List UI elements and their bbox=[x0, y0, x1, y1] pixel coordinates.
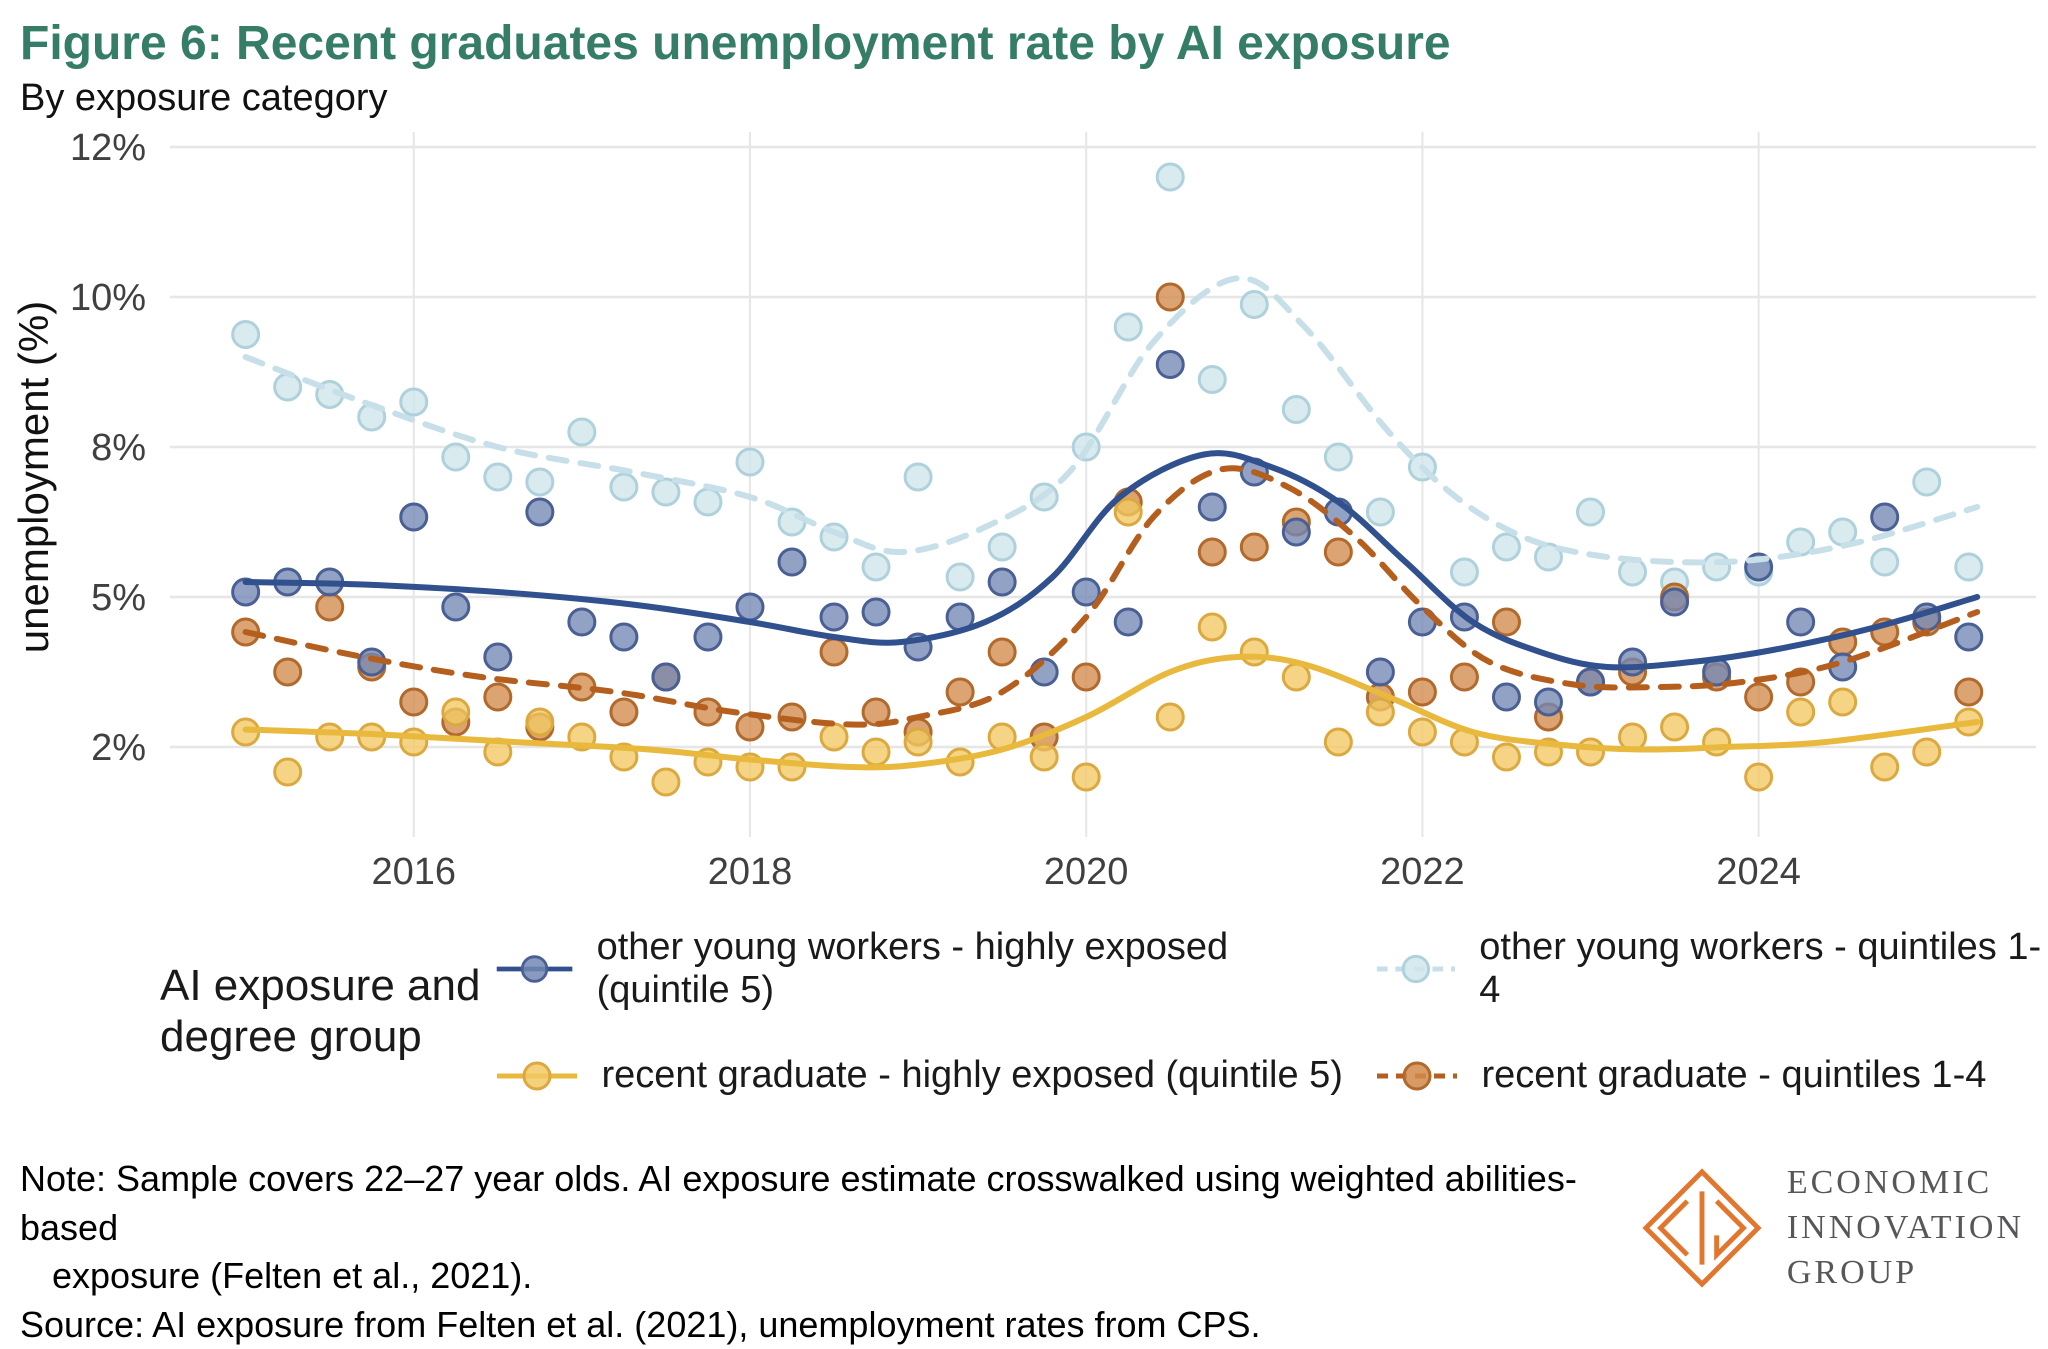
legend-item-recent-grad-q5: recent graduate - highly exposed (quinti… bbox=[492, 1054, 1372, 1097]
legend-key-icon-recent-grad-q1-4 bbox=[1372, 1056, 1462, 1096]
legend-item-other-workers-q1-4: other young workers - quintiles 1-4 bbox=[1372, 926, 2048, 1012]
note-line-1: Note: Sample covers 22–27 year olds. AI … bbox=[20, 1155, 1600, 1252]
legend-item-label: recent graduate - quintiles 1-4 bbox=[1482, 1054, 1987, 1097]
svg-text:2016: 2016 bbox=[371, 851, 456, 892]
svg-text:2022: 2022 bbox=[1380, 851, 1465, 892]
legend-item-label: other young workers - quintiles 1-4 bbox=[1479, 926, 2048, 1012]
svg-text:8%: 8% bbox=[91, 427, 146, 469]
legend-key-icon-other-workers-q1-4 bbox=[1372, 949, 1460, 989]
org-name-line3: GROUP bbox=[1787, 1251, 2024, 1296]
legend-title: AI exposure and degree group bbox=[160, 961, 492, 1062]
svg-text:10%: 10% bbox=[70, 277, 146, 319]
svg-text:2018: 2018 bbox=[708, 851, 793, 892]
figure-page: Figure 6: Recent graduates unemployment … bbox=[0, 16, 2048, 1349]
svg-text:12%: 12% bbox=[70, 127, 146, 169]
note-line-2: exposure (Felten et al., 2021). bbox=[20, 1252, 1600, 1301]
legend-title-line1: AI exposure and bbox=[160, 961, 492, 1012]
legend-item-label: recent graduate - highly exposed (quinti… bbox=[602, 1054, 1343, 1097]
svg-text:unemployment (%): unemployment (%) bbox=[10, 301, 57, 653]
svg-text:2024: 2024 bbox=[1716, 851, 1801, 892]
svg-text:5%: 5% bbox=[91, 577, 146, 619]
legend-item-other-workers-q5: other young workers - highly exposed (qu… bbox=[492, 926, 1372, 1012]
org-name-line1: ECONOMIC bbox=[1787, 1161, 2024, 1206]
legend-items: other young workers - highly exposed (qu… bbox=[492, 926, 2048, 1097]
eig-logo-icon bbox=[1641, 1167, 1763, 1289]
figure-title: Figure 6: Recent graduates unemployment … bbox=[20, 16, 2048, 71]
org-name: ECONOMIC INNOVATION GROUP bbox=[1787, 1161, 2024, 1296]
eig-branding: ECONOMIC INNOVATION GROUP bbox=[1641, 1161, 2024, 1296]
source-line: Source: AI exposure from Felten et al. (… bbox=[20, 1301, 1600, 1349]
svg-text:2%: 2% bbox=[91, 727, 146, 769]
svg-text:2020: 2020 bbox=[1044, 851, 1129, 892]
legend-key-icon-recent-grad-q5 bbox=[492, 1056, 582, 1096]
figure-footer: Note: Sample covers 22–27 year olds. AI … bbox=[20, 1155, 2024, 1349]
org-name-line2: INNOVATION bbox=[1787, 1206, 2024, 1251]
chart-legend: AI exposure and degree group other young… bbox=[160, 926, 2048, 1097]
legend-title-line2: degree group bbox=[160, 1012, 492, 1063]
figure-header: Figure 6: Recent graduates unemployment … bbox=[0, 16, 2048, 120]
figure-subtitle: By exposure category bbox=[20, 77, 2048, 120]
legend-key-icon-other-workers-q5 bbox=[492, 949, 577, 989]
footnotes: Note: Sample covers 22–27 year olds. AI … bbox=[20, 1155, 1600, 1349]
legend-item-recent-grad-q1-4: recent graduate - quintiles 1-4 bbox=[1372, 1054, 2048, 1097]
legend-item-label: other young workers - highly exposed (qu… bbox=[597, 926, 1372, 1012]
unemployment-chart-plot: 2016 2018 2020 2022 2024 2% 5% 8% 10% 12% unemploy… bbox=[0, 122, 2048, 892]
